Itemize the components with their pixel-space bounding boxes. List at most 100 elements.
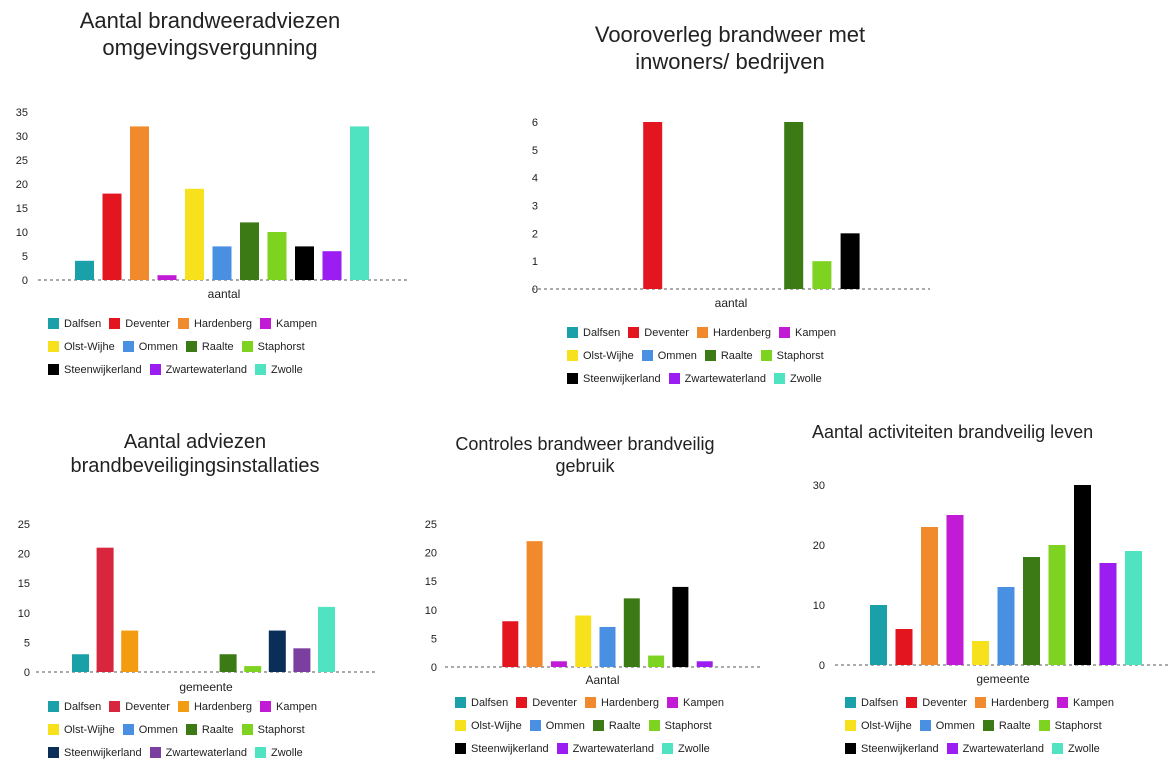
legend-item-staphorst[interactable]: Staphorst: [241, 724, 305, 736]
legend-item-zwolle[interactable]: Zwolle: [1051, 743, 1100, 755]
legend-item-ommen[interactable]: Ommen: [641, 349, 697, 362]
legend-item-dalfsen[interactable]: Dalfsen: [567, 327, 620, 339]
legend-item-kampen[interactable]: Kampen: [779, 327, 836, 339]
legend-label: Deventer: [922, 696, 967, 709]
legend-label: Hardenberg: [712, 326, 772, 339]
legend-item-deventer[interactable]: Deventer: [516, 697, 577, 709]
legend-item-dalfsen[interactable]: Dalfsen: [845, 697, 898, 709]
x-axis-label: aantal: [715, 296, 748, 310]
bar-chart-brandweeradviezen: 0 5 10 15 20 25 30 35 aantal: [16, 107, 410, 301]
legend-item-olst-wijhe[interactable]: Olst-Wijhe: [455, 720, 522, 732]
legend-item-olst-wijhe[interactable]: Olst-Wijhe: [845, 720, 912, 732]
legend-item-kampen[interactable]: Kampen: [260, 701, 317, 713]
legend-item-zwolle[interactable]: Zwolle: [254, 364, 303, 376]
bar-chart-vooroverleg: 0 1 2 3 4 5 6 aantal: [532, 117, 930, 310]
legend-item-raalte[interactable]: Raalte: [704, 350, 753, 362]
legend-swatch: [974, 697, 986, 708]
legend-swatch: [254, 747, 266, 758]
bar-ommen: [599, 626, 616, 667]
legend-swatch: [760, 350, 772, 361]
legend-item-staphorst[interactable]: Staphorst: [760, 350, 824, 362]
legend-item-hardenberg[interactable]: Hardenberg: [696, 326, 772, 339]
legend-swatch: [648, 720, 660, 731]
legend-item-zwolle[interactable]: Zwolle: [661, 743, 710, 755]
legend-item-kampen[interactable]: Kampen: [1057, 697, 1114, 709]
legend-item-raalte[interactable]: Raalte: [185, 341, 234, 353]
legend-swatch: [48, 724, 59, 735]
legend-item-kampen[interactable]: Kampen: [260, 318, 317, 330]
y-tick-label: 2: [532, 228, 538, 240]
legend-item-ommen[interactable]: Ommen: [919, 720, 975, 732]
legend-item-olst-wijhe[interactable]: Olst-Wijhe: [48, 341, 115, 353]
legend-item-olst-wijhe[interactable]: Olst-Wijhe: [48, 724, 115, 736]
legend-item-ommen[interactable]: Ommen: [122, 723, 178, 736]
legend-item-zwartewaterland[interactable]: Zwartewaterland: [556, 743, 654, 755]
legend-item-ommen[interactable]: Ommen: [529, 720, 585, 732]
bar-chart-brandveilig-leven: 0 10 20 30 gemeente: [813, 480, 1171, 686]
y-tick-label: 0: [532, 284, 538, 296]
legend-item-dalfsen[interactable]: Dalfsen: [48, 318, 101, 330]
y-tick-label: 3: [532, 201, 538, 213]
legend-label: Zwartewaterland: [684, 372, 766, 385]
legend-label: Ommen: [138, 723, 178, 736]
legend-item-zwolle[interactable]: Zwolle: [254, 747, 303, 759]
legend-item-hardenberg[interactable]: Hardenberg: [177, 701, 252, 713]
legend-swatch: [516, 697, 528, 708]
legend-item-steenwijkerland[interactable]: Steenwijkerland: [455, 743, 549, 755]
legend-item-staphorst[interactable]: Staphorst: [241, 341, 305, 353]
legend-item-steenwijkerland[interactable]: Steenwijkerland: [48, 747, 142, 759]
legend-item-zwartewaterland[interactable]: Zwartewaterland: [149, 747, 247, 759]
legend-item-ommen[interactable]: Ommen: [122, 341, 178, 353]
legend-item-staphorst[interactable]: Staphorst: [1038, 720, 1102, 732]
legend-swatch: [185, 341, 197, 352]
legend-item-steenwijkerland[interactable]: Steenwijkerland: [567, 373, 661, 385]
legend-label: Raalte: [998, 719, 1031, 732]
legend-item-deventer[interactable]: Deventer: [109, 318, 170, 330]
legend-item-zwartewaterland[interactable]: Zwartewaterland: [668, 372, 766, 385]
legend-item-staphorst[interactable]: Staphorst: [648, 720, 712, 732]
legend-swatch: [592, 720, 604, 731]
legend-label: Ommen: [657, 349, 697, 362]
legend-item-dalfsen[interactable]: Dalfsen: [455, 697, 508, 709]
legend-swatch: [149, 364, 161, 375]
y-tick-label: 25: [16, 155, 28, 167]
legend-swatch: [845, 697, 856, 708]
legend-item-zwartewaterland[interactable]: Zwartewaterland: [946, 743, 1044, 755]
bar-steenwijkerland: [672, 586, 689, 667]
legend-label: Steenwijkerland: [583, 372, 661, 385]
chart-title-line: brandbeveiligingsinstallaties: [70, 455, 320, 478]
legend-item-deventer[interactable]: Deventer: [906, 697, 967, 709]
legend-item-zwartewaterland[interactable]: Zwartewaterland: [149, 364, 247, 376]
legend-item-kampen[interactable]: Kampen: [667, 697, 724, 709]
legend-item-deventer[interactable]: Deventer: [109, 701, 170, 713]
chart-legend: Dalfsen Deventer Hardenberg Kampen Olst-Wijh…: [48, 312, 325, 381]
legend-item-hardenberg[interactable]: Hardenberg: [584, 697, 659, 709]
chart-panel-brandweeradviezen: Aantal brandweeradviezen omgevingsvergun…: [0, 0, 430, 400]
legend-item-hardenberg[interactable]: Hardenberg: [177, 318, 252, 330]
legend-item-raalte[interactable]: Raalte: [185, 724, 234, 736]
legend-swatch: [667, 697, 679, 708]
legend-item-steenwijkerland[interactable]: Steenwijkerland: [845, 743, 939, 755]
chart-title-line: Controles brandweer brandveilig: [455, 434, 715, 454]
chart-legend: Dalfsen Deventer Hardenberg Kampen Olst-Wijh…: [845, 691, 1122, 760]
legend-row: Steenwijkerland Zwartewaterland Zwolle: [845, 737, 1122, 760]
legend-swatch: [177, 701, 189, 712]
legend-item-deventer[interactable]: Deventer: [628, 327, 689, 339]
legend-item-raalte[interactable]: Raalte: [982, 719, 1031, 732]
legend-swatch: [241, 724, 253, 735]
legend-swatch: [628, 327, 640, 338]
legend-item-zwolle[interactable]: Zwolle: [773, 373, 822, 385]
legend-swatch: [149, 747, 161, 758]
legend-item-steenwijkerland[interactable]: Steenwijkerland: [48, 364, 142, 376]
legend-item-olst-wijhe[interactable]: Olst-Wijhe: [567, 350, 634, 362]
legend-item-hardenberg[interactable]: Hardenberg: [974, 697, 1049, 709]
legend-item-dalfsen[interactable]: Dalfsen: [48, 701, 101, 713]
legend-item-raalte[interactable]: Raalte: [592, 720, 641, 732]
chart-title-line: Aantal adviezen: [123, 431, 267, 453]
legend-row: Steenwijkerland Zwartewaterland Zwolle: [455, 737, 732, 760]
legend-label: Kampen: [276, 317, 318, 330]
y-tick-label: 35: [16, 107, 28, 119]
y-tick-label: 20: [425, 548, 437, 560]
y-tick-label: 4: [532, 173, 538, 185]
y-tick-label: 0: [24, 667, 30, 679]
